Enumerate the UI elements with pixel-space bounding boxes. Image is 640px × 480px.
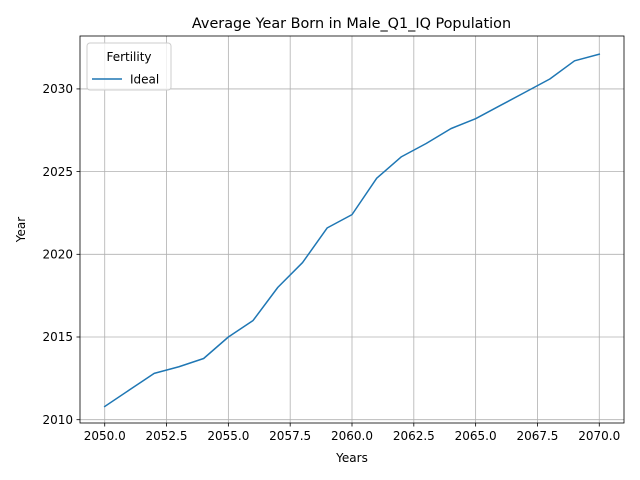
x-tick-label: 2067.5 [516, 429, 558, 443]
legend-label-ideal: Ideal [130, 73, 159, 87]
x-tick-label: 2055.0 [207, 429, 249, 443]
y-tick-label: 2020 [42, 248, 73, 262]
y-axis-label: Year [14, 217, 28, 243]
x-tick-label: 2052.5 [146, 429, 188, 443]
x-tick-label: 2070.0 [578, 429, 620, 443]
chart-title: Average Year Born in Male_Q1_IQ Populati… [192, 16, 511, 32]
grid-lines [80, 36, 624, 423]
x-tick-label: 2050.0 [84, 429, 126, 443]
series-group [103, 53, 601, 408]
x-tick-label: 2065.0 [455, 429, 497, 443]
series-line-ideal [103, 53, 601, 408]
tick-group: 2050.0 2052.5 2055.0 2057.5 2060.0 2062.5 2065… [42, 82, 620, 443]
x-tick-label: 2057.5 [269, 429, 311, 443]
x-tick-label: 2062.5 [393, 429, 435, 443]
y-tick-label: 2015 [42, 330, 73, 344]
x-axis-label: Years [335, 451, 368, 465]
legend-title: Fertility [106, 50, 151, 64]
y-tick-label: 2010 [42, 413, 73, 427]
y-tick-label: 2030 [42, 82, 73, 96]
x-tick-label: 2060.0 [331, 429, 373, 443]
y-tick-label: 2025 [42, 165, 73, 179]
legend: Fertility Ideal [86, 42, 172, 91]
